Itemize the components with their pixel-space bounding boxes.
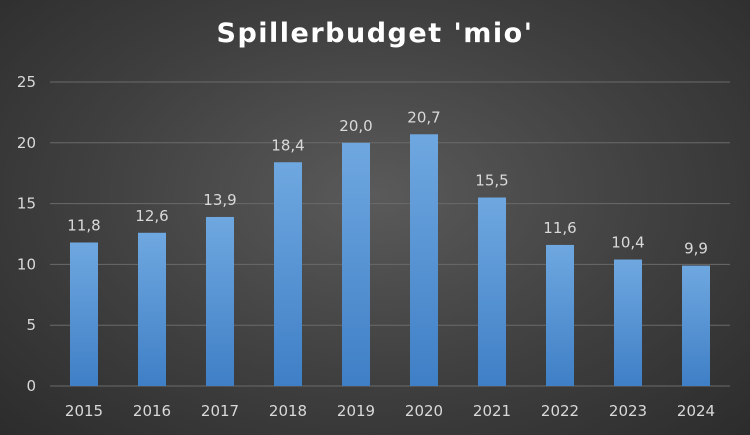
bar	[274, 162, 302, 386]
y-tick-label: 0	[26, 377, 36, 395]
x-tick-label: 2017	[201, 402, 239, 420]
x-tick-label: 2015	[65, 402, 103, 420]
x-tick-label: 2018	[269, 402, 307, 420]
data-label: 12,6	[135, 207, 168, 225]
bar	[410, 134, 438, 386]
x-tick-label: 2024	[677, 402, 715, 420]
data-label: 10,4	[611, 234, 644, 252]
y-tick-label: 15	[17, 195, 36, 213]
bars	[70, 134, 710, 386]
x-tick-label: 2022	[541, 402, 579, 420]
bar	[342, 142, 370, 386]
y-tick-label: 20	[17, 134, 36, 152]
y-tick-label: 25	[17, 73, 36, 91]
data-label: 20,7	[407, 108, 440, 126]
data-label: 11,6	[543, 219, 576, 237]
data-label: 15,5	[475, 172, 508, 190]
y-axis-ticks: 0 5 10 15 20 25	[17, 73, 36, 395]
data-label: 9,9	[684, 240, 708, 258]
bar	[70, 242, 98, 386]
bar	[682, 265, 710, 386]
chart-title: Spillerbudget 'mio'	[216, 18, 534, 49]
data-label: 13,9	[203, 191, 236, 209]
bar	[546, 244, 574, 386]
data-label: 18,4	[271, 136, 304, 154]
data-label: 11,8	[67, 217, 100, 235]
x-tick-label: 2020	[405, 402, 443, 420]
bar	[478, 197, 506, 386]
x-tick-label: 2021	[473, 402, 511, 420]
data-label: 20,0	[339, 117, 372, 135]
x-axis-ticks: 2015 2016 2017 2018 2019 2020 2021 2022 2023 2024	[65, 402, 715, 420]
x-tick-label: 2016	[133, 402, 171, 420]
bar	[614, 259, 642, 386]
bar	[206, 216, 234, 386]
y-tick-label: 10	[17, 255, 36, 273]
data-labels: 11,8 12,6 13,9 18,4 20,0 20,7 15,5 11,6 10,4 9,9	[67, 108, 708, 257]
x-tick-label: 2023	[609, 402, 647, 420]
bar	[138, 232, 166, 386]
x-tick-label: 2019	[337, 402, 375, 420]
y-tick-label: 5	[26, 316, 36, 334]
